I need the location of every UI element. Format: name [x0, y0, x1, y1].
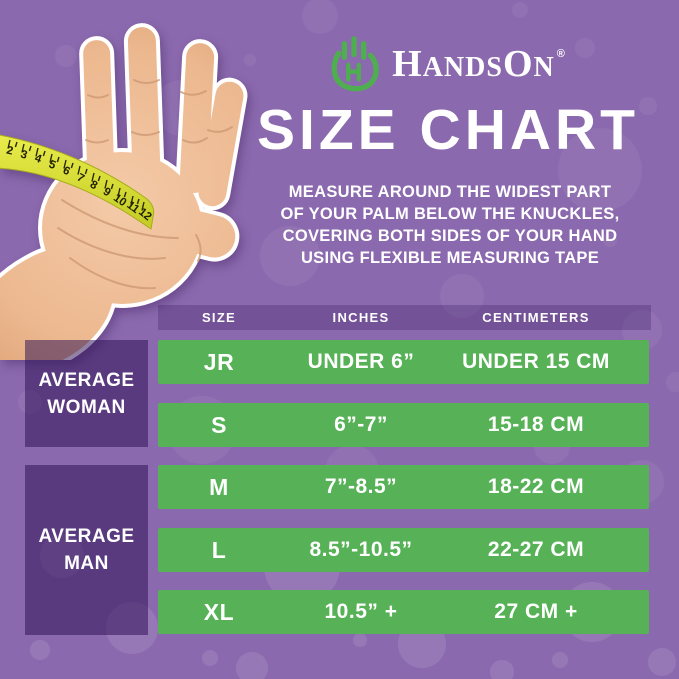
inches-cell: UNDER 6”	[307, 350, 415, 373]
size-cell: XL	[203, 599, 235, 625]
tape-number: 7	[75, 172, 86, 186]
centimeters-cell: 18-22 CM	[487, 475, 585, 498]
registered-trademark: ®	[556, 48, 566, 60]
palm-creases	[57, 79, 233, 290]
instructions-line: USING FLEXIBLE MEASURING TAPE	[300, 249, 600, 267]
size-row-jr: JR UNDER 6” UNDER 15 CM	[158, 340, 649, 384]
tape-number: 4	[33, 152, 44, 166]
inches-cell: 8.5”-10.5”	[309, 538, 413, 561]
group-label-line: AVERAGE	[38, 369, 135, 391]
group-label-line: AVERAGE	[38, 526, 135, 547]
group-label-line: MAN	[64, 553, 109, 574]
tape-number: 9	[101, 186, 113, 200]
centimeters-cell: UNDER 15 CM	[462, 350, 610, 373]
brand-letters: ANDS	[422, 52, 503, 83]
centimeters-cell: 22-27 CM	[487, 538, 585, 561]
group-label-average-woman: AVERAGE WOMAN	[25, 340, 148, 447]
size-row-s: S 6”-7” 15-18 CM	[158, 403, 649, 447]
inches-cell: 6”-7”	[334, 413, 388, 436]
tape-number: 2	[5, 144, 14, 157]
instructions-line: MEASURE AROUND THE WIDEST PART	[288, 183, 612, 201]
group-label-line: WOMAN	[47, 396, 126, 418]
size-row-xl: XL 10.5” + 27 CM +	[158, 590, 649, 634]
instructions-text: MEASURE AROUND THE WIDEST PART OF YOUR P…	[226, 181, 674, 269]
tape-number: 3	[19, 148, 29, 161]
tape-tick-marks	[7, 139, 145, 211]
brand-letter: O	[502, 43, 534, 85]
header-inches: INCHES	[332, 310, 390, 325]
size-cell: L	[211, 537, 227, 563]
tape-number: 6	[61, 165, 72, 179]
instructions-line: COVERING BOTH SIDES OF YOUR HAND	[282, 227, 618, 245]
measuring-tape: 2 3 4 5 6 7 8 9 10 11 12	[0, 134, 155, 230]
brand-wordmark: H ANDS O N ®	[392, 45, 566, 83]
centimeters-cell: 27 CM +	[494, 600, 578, 623]
brand-letter: H	[392, 43, 423, 85]
inches-cell: 10.5” +	[324, 600, 398, 623]
header-centimeters: CENTIMETERS	[482, 310, 590, 325]
size-cell: JR	[203, 349, 235, 375]
size-cell: S	[211, 412, 227, 438]
table-header-row: SIZE INCHES CENTIMETERS	[158, 305, 651, 330]
tape-number: 5	[47, 158, 58, 172]
brand-letter: N	[533, 52, 555, 83]
group-label-average-man: AVERAGE MAN	[25, 465, 148, 635]
hand-with-measuring-tape-illustration: 2 3 4 5 6 7 8 9 10 11 12	[0, 23, 248, 360]
size-row-m: M 7”-8.5” 18-22 CM	[158, 465, 649, 509]
header-size: SIZE	[201, 310, 237, 325]
centimeters-cell: 15-18 CM	[487, 413, 585, 436]
size-cell: M	[209, 474, 229, 500]
inches-cell: 7”-8.5”	[324, 475, 398, 498]
page-title: SIZE CHART	[257, 98, 639, 162]
instructions-line: OF YOUR PALM BELOW THE KNUCKLES,	[280, 205, 620, 223]
size-row-l: L 8.5”-10.5” 22-27 CM	[158, 528, 649, 572]
handson-hand-icon	[331, 36, 379, 92]
logo: H ANDS O N ®	[252, 32, 642, 96]
